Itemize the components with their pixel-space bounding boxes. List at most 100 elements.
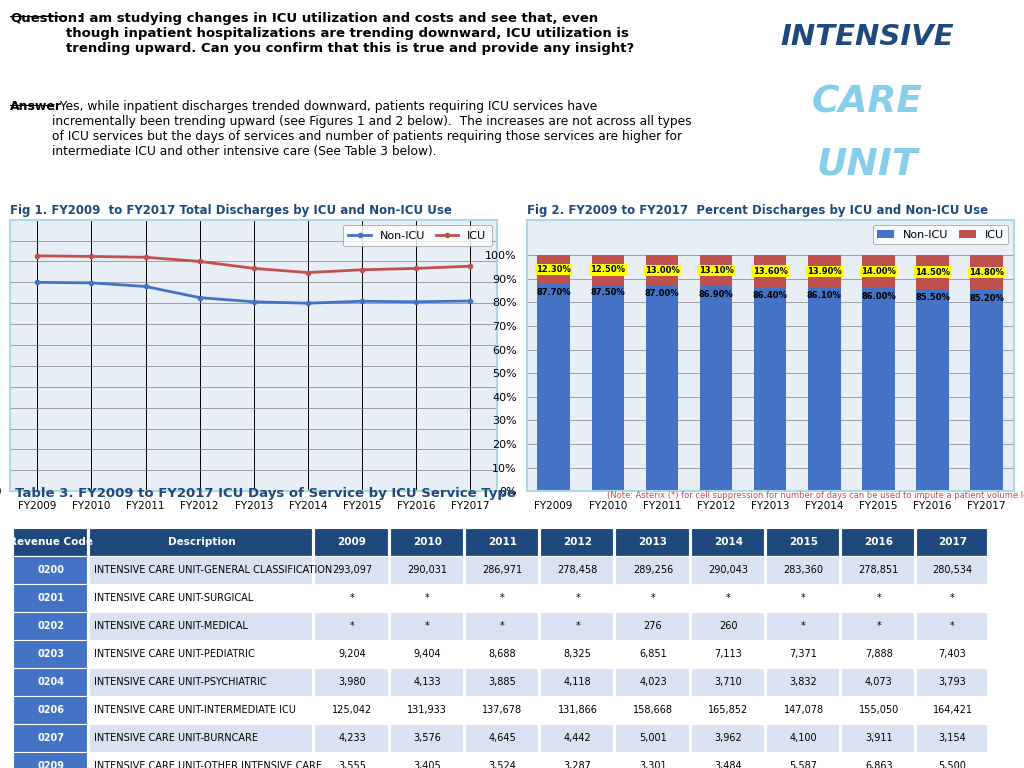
ICU: [85, 252, 97, 261]
FancyBboxPatch shape: [314, 612, 387, 640]
Text: 86.40%: 86.40%: [753, 291, 787, 300]
Non-ICU: [194, 293, 206, 303]
Text: 7,403: 7,403: [939, 649, 967, 659]
FancyBboxPatch shape: [389, 584, 463, 612]
Text: 278,851: 278,851: [859, 564, 899, 574]
FancyBboxPatch shape: [540, 668, 613, 696]
ICU: [410, 263, 422, 273]
FancyBboxPatch shape: [88, 640, 312, 668]
Text: *: *: [950, 621, 955, 631]
FancyBboxPatch shape: [314, 640, 387, 668]
Text: 0206: 0206: [38, 705, 65, 715]
Bar: [592, 285, 624, 492]
Text: *: *: [349, 621, 354, 631]
FancyBboxPatch shape: [766, 640, 839, 668]
FancyBboxPatch shape: [13, 668, 86, 696]
FancyBboxPatch shape: [841, 556, 914, 584]
Text: 4,133: 4,133: [414, 677, 441, 687]
ICU: [139, 253, 152, 262]
Text: *: *: [575, 593, 581, 603]
FancyBboxPatch shape: [766, 752, 839, 768]
Text: 164,421: 164,421: [933, 705, 973, 715]
Bar: [538, 255, 570, 284]
Text: Question:: Question:: [10, 12, 83, 25]
FancyBboxPatch shape: [540, 752, 613, 768]
FancyBboxPatch shape: [916, 752, 987, 768]
Text: 2009: 2009: [338, 537, 367, 547]
Text: 4,023: 4,023: [639, 677, 667, 687]
Non-ICU: [248, 297, 260, 306]
Text: 9,204: 9,204: [338, 649, 366, 659]
FancyBboxPatch shape: [615, 723, 688, 752]
FancyBboxPatch shape: [615, 584, 688, 612]
ICU: [194, 257, 206, 266]
FancyBboxPatch shape: [389, 612, 463, 640]
Text: 3,301: 3,301: [639, 761, 667, 768]
FancyBboxPatch shape: [389, 696, 463, 723]
FancyBboxPatch shape: [916, 556, 987, 584]
Text: Table 3. FY2009 to FY2017 ICU Days of Service by ICU Service Type: Table 3. FY2009 to FY2017 ICU Days of Se…: [15, 487, 516, 500]
Non-ICU: [410, 297, 422, 306]
FancyBboxPatch shape: [766, 612, 839, 640]
Text: INTENSIVE CARE UNIT-GENERAL CLASSIFICATION: INTENSIVE CARE UNIT-GENERAL CLASSIFICATI…: [93, 564, 332, 574]
Bar: [808, 255, 841, 288]
Bar: [916, 290, 949, 492]
Text: 3,405: 3,405: [414, 761, 441, 768]
Bar: [646, 286, 678, 492]
Text: 147,078: 147,078: [783, 705, 823, 715]
FancyBboxPatch shape: [615, 612, 688, 640]
FancyBboxPatch shape: [916, 696, 987, 723]
Text: 125,042: 125,042: [332, 705, 372, 715]
FancyBboxPatch shape: [690, 752, 764, 768]
Text: CARE: CARE: [812, 84, 923, 121]
FancyBboxPatch shape: [766, 723, 839, 752]
Text: 2013: 2013: [639, 537, 668, 547]
FancyBboxPatch shape: [841, 612, 914, 640]
Text: 3,885: 3,885: [488, 677, 516, 687]
Text: 290,031: 290,031: [408, 564, 447, 574]
Text: 0201: 0201: [38, 593, 65, 603]
FancyBboxPatch shape: [465, 612, 538, 640]
Non-ICU: [464, 296, 476, 306]
Bar: [592, 255, 624, 285]
ICU: [31, 251, 43, 260]
FancyBboxPatch shape: [13, 723, 86, 752]
Text: 86.90%: 86.90%: [698, 290, 733, 299]
Text: 86.10%: 86.10%: [807, 291, 842, 300]
Text: 4,118: 4,118: [564, 677, 592, 687]
Text: *: *: [726, 593, 731, 603]
Text: *: *: [650, 593, 655, 603]
FancyBboxPatch shape: [465, 528, 538, 556]
FancyBboxPatch shape: [540, 696, 613, 723]
Text: 165,852: 165,852: [709, 705, 749, 715]
Text: 4,645: 4,645: [488, 733, 516, 743]
FancyBboxPatch shape: [690, 612, 764, 640]
FancyBboxPatch shape: [465, 752, 538, 768]
FancyBboxPatch shape: [88, 668, 312, 696]
FancyBboxPatch shape: [88, 528, 312, 556]
Bar: [699, 255, 732, 286]
FancyBboxPatch shape: [88, 752, 312, 768]
FancyBboxPatch shape: [841, 668, 914, 696]
FancyBboxPatch shape: [540, 584, 613, 612]
Text: 0209: 0209: [38, 761, 65, 768]
Text: *: *: [950, 593, 955, 603]
FancyBboxPatch shape: [540, 612, 613, 640]
FancyBboxPatch shape: [615, 640, 688, 668]
FancyBboxPatch shape: [766, 556, 839, 584]
Text: 6,851: 6,851: [639, 649, 667, 659]
FancyBboxPatch shape: [465, 723, 538, 752]
Text: 3,832: 3,832: [790, 677, 817, 687]
Text: 2016: 2016: [864, 537, 893, 547]
FancyBboxPatch shape: [540, 640, 613, 668]
Bar: [754, 287, 786, 492]
FancyBboxPatch shape: [766, 696, 839, 723]
Text: Answer: Answer: [10, 101, 62, 114]
FancyBboxPatch shape: [13, 640, 86, 668]
Text: 2011: 2011: [488, 537, 517, 547]
FancyBboxPatch shape: [314, 668, 387, 696]
Text: 3,980: 3,980: [338, 677, 366, 687]
Text: Fig 2. FY2009 to FY2017  Percent Discharges by ICU and Non-ICU Use: Fig 2. FY2009 to FY2017 Percent Discharg…: [526, 204, 988, 217]
FancyBboxPatch shape: [465, 696, 538, 723]
Bar: [916, 255, 949, 290]
